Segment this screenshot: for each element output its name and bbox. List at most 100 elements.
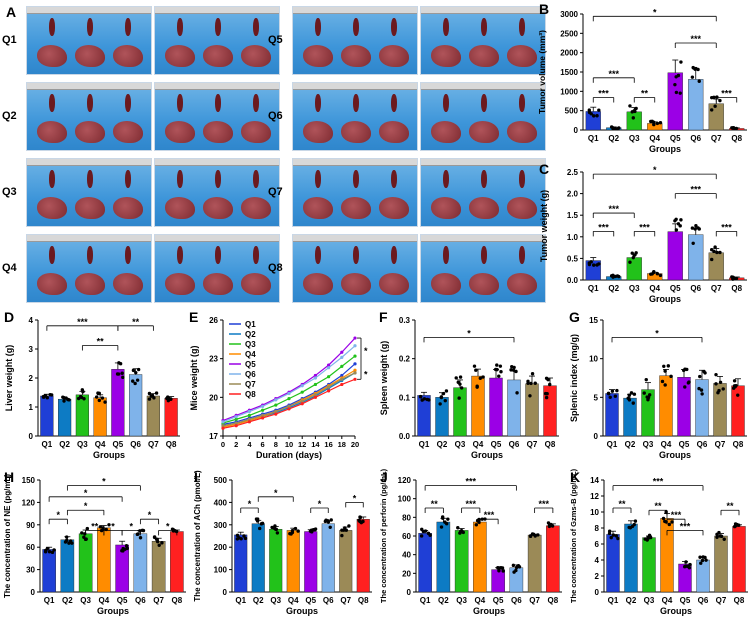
data-point (712, 249, 716, 254)
series-point (327, 389, 331, 393)
legend-label: Q6 (245, 370, 256, 379)
bar-q5 (677, 377, 691, 437)
x-tick-label: Q3 (644, 596, 655, 605)
spleen-sample (519, 246, 525, 264)
data-point (495, 363, 499, 367)
y-tick-label: 2 (29, 374, 34, 383)
x-tick-label: Q2 (608, 284, 619, 293)
spleen-sample (315, 170, 321, 188)
bar-q8 (546, 525, 560, 593)
data-point (704, 558, 708, 562)
data-point (426, 531, 431, 536)
x-tick-label: Q4 (649, 284, 660, 293)
bar-q4 (97, 527, 111, 593)
bar-q2 (436, 521, 451, 593)
liver-sample (113, 273, 143, 295)
y-axis-label: The concentration of Gzms-B (pg/mL) (569, 468, 578, 603)
bar-q7 (714, 535, 728, 593)
significance-label: * (129, 521, 133, 531)
data-point (587, 262, 592, 267)
y-tick-label: 4 (29, 316, 34, 325)
data-point (120, 371, 124, 375)
x-tick-label: Q3 (456, 596, 467, 605)
data-point (613, 126, 618, 131)
data-point (52, 548, 56, 552)
x-tick-label: Q6 (509, 440, 520, 449)
liver-sample (341, 197, 371, 219)
liver-sample (75, 197, 105, 219)
data-point (732, 379, 737, 383)
significance-label: *** (639, 222, 650, 232)
y-tick-label: 0 (29, 432, 34, 441)
x-tick-label: Q4 (95, 440, 106, 449)
x-tick-label: Q7 (715, 440, 726, 449)
y-tick-label: 2.0 (567, 190, 579, 199)
data-point (652, 122, 656, 127)
data-point (80, 388, 85, 392)
y-tick-label: 20 (209, 393, 218, 402)
organ-photo (154, 82, 280, 151)
panel-letter: E (189, 309, 198, 325)
y-tick-label: 0 (574, 126, 579, 135)
data-point (718, 250, 722, 255)
liver-sample (507, 121, 537, 143)
ruler (293, 159, 417, 166)
organ-photo (292, 6, 418, 75)
liver-sample (165, 273, 195, 295)
data-point (673, 82, 677, 87)
data-point (595, 114, 599, 118)
spleen-sample (315, 18, 321, 36)
x-tick-label: Q4 (99, 596, 110, 605)
data-point (632, 109, 636, 113)
data-point (616, 536, 620, 541)
y-tick-label: 60 (26, 543, 35, 552)
data-point (634, 106, 638, 111)
data-point (721, 387, 725, 391)
series-point (261, 404, 265, 408)
liver-sample (379, 273, 409, 295)
data-point (136, 367, 141, 372)
y-tick-label: 2.5 (567, 168, 579, 177)
data-point (48, 392, 52, 397)
spleen-sample (391, 94, 397, 112)
spleen-sample (125, 94, 131, 112)
data-point (736, 393, 740, 397)
data-point (474, 523, 479, 527)
liver-sample (113, 45, 143, 67)
data-point (684, 560, 688, 564)
spleen-sample (177, 170, 183, 188)
data-point (420, 527, 424, 532)
bar-q3 (641, 389, 655, 437)
x-tick-label: Q2 (608, 134, 619, 143)
y-tick-label: 5 (594, 393, 599, 402)
data-point (676, 73, 681, 78)
data-point (235, 533, 240, 538)
data-point (509, 368, 513, 372)
x-tick-label: Q3 (80, 596, 91, 605)
data-point (514, 565, 519, 570)
liver-sample (203, 273, 233, 295)
data-point (627, 393, 632, 397)
liver-sample (203, 197, 233, 219)
data-point (80, 531, 84, 535)
spleen-sample (481, 18, 487, 36)
ruler (293, 235, 417, 242)
data-point (528, 394, 532, 398)
significance-label: *** (608, 204, 619, 214)
organ-photo (420, 158, 546, 227)
y-tick-label: 0 (407, 588, 412, 597)
spleen-sample (519, 94, 525, 112)
spleen-sample (125, 170, 131, 188)
liver-sample (469, 121, 499, 143)
significance-label: ** (431, 499, 439, 509)
bar-q7 (151, 541, 166, 593)
y-tick-label: 60 (402, 532, 411, 541)
bar-q6 (688, 234, 704, 281)
bar-q4 (473, 521, 487, 593)
x-tick-label: Q3 (77, 440, 88, 449)
spleen-sample (49, 94, 55, 112)
bar-q4 (660, 518, 674, 593)
x-tick-label: Q2 (253, 596, 264, 605)
x-axis-label: Groups (660, 606, 692, 616)
data-point (614, 534, 619, 538)
